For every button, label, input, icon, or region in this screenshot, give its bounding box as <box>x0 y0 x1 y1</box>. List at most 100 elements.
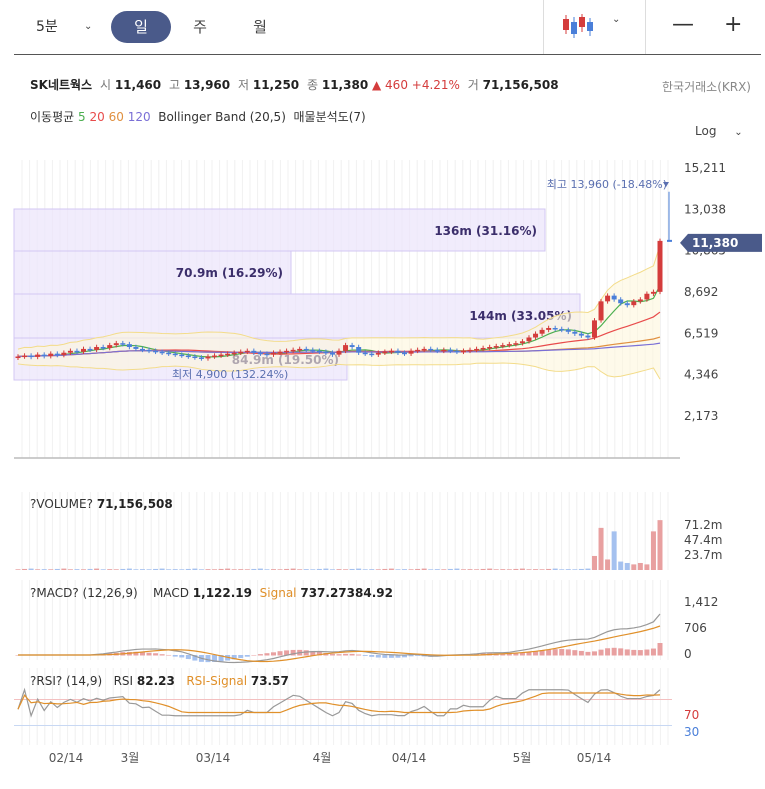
candle <box>113 343 119 346</box>
volume-bar <box>650 531 656 570</box>
volume-bar <box>48 569 54 570</box>
volume-bar <box>172 569 178 570</box>
volume-bar <box>61 568 67 570</box>
candle <box>310 349 316 352</box>
candle <box>402 352 408 355</box>
rsi-label: RSI <box>113 674 134 688</box>
volume-bar <box>415 568 421 570</box>
x-tick-label: 4월 <box>313 751 332 765</box>
tab-day[interactable]: 일 <box>111 11 171 43</box>
rsi-signal-value: 73.57 <box>250 674 289 688</box>
ma120-label: 120 <box>127 110 151 124</box>
volume-bar <box>565 569 571 570</box>
volume-bar <box>388 568 394 570</box>
candle <box>631 301 637 306</box>
macd-histogram-bar <box>637 650 643 656</box>
macd-histogram-bar <box>408 655 414 657</box>
volume-profile-label: 136m (31.16%) <box>434 224 537 238</box>
macd-title: ?MACD? (12,26,9) <box>30 586 138 600</box>
macd-histogram-bar <box>513 653 519 656</box>
volume-value: 71,156,508 <box>482 78 559 92</box>
candle <box>349 345 355 348</box>
volume-bar <box>212 569 218 570</box>
macd-histogram-bar <box>611 647 617 656</box>
macd-histogram-bar <box>107 653 113 656</box>
high-value: 13,960 <box>183 78 231 92</box>
tab-month[interactable]: 월 <box>253 18 267 36</box>
volume-profile-label: 144m (33.05%) <box>469 309 572 323</box>
tab-week[interactable]: 주 <box>193 18 207 36</box>
ma5-label: 5 <box>78 110 86 124</box>
open-label: 시 <box>99 78 111 92</box>
macd-histogram-bar <box>297 649 303 656</box>
volume-bar <box>493 569 499 570</box>
volume-bar <box>146 569 152 570</box>
macd-histogram-bar <box>179 655 185 658</box>
candle <box>618 299 624 304</box>
candle <box>408 350 414 354</box>
macd-panel-title: ?MACD? (12,26,9) MACD 1,122.19 Signal 73… <box>30 586 393 600</box>
candle <box>533 333 539 338</box>
macd-histogram-bar <box>290 649 296 656</box>
volume-bar <box>100 569 106 570</box>
volume-bar <box>94 568 100 570</box>
macd-histogram-bar <box>434 655 440 657</box>
candle <box>578 333 584 336</box>
volume-bar <box>343 569 349 570</box>
rsi-y-tick-30: 30 <box>684 725 699 739</box>
candle <box>500 345 506 347</box>
volume-bar <box>539 569 545 570</box>
macd-label: MACD <box>152 586 189 600</box>
divider <box>645 0 646 54</box>
macd-histogram-bar <box>87 655 93 656</box>
interval-dropdown[interactable]: 5분 ⌄ <box>36 12 106 42</box>
candle <box>382 351 388 354</box>
volume-bar <box>290 568 296 570</box>
scale-dropdown[interactable]: Log ⌄ <box>695 124 743 138</box>
candle <box>362 352 368 355</box>
volume-panel-title: ?VOLUME? 71,156,508 <box>30 497 173 511</box>
volume-bar <box>179 569 185 570</box>
candlestick-icon[interactable] <box>560 12 594 40</box>
volume-bar <box>329 569 335 570</box>
current-price-label: 11,380 <box>692 236 738 250</box>
zoom-in-button[interactable]: + <box>724 12 743 37</box>
volume-bar <box>421 568 427 570</box>
macd-histogram-bar <box>323 652 329 656</box>
volume-bar <box>631 564 637 570</box>
macd-histogram-bar <box>500 653 506 656</box>
volume-bar <box>113 569 119 570</box>
candle <box>48 353 54 357</box>
y-tick-label: 15,211 <box>684 161 726 175</box>
macd-histogram-bar <box>172 655 178 657</box>
volume-bar <box>185 568 191 570</box>
macd-histogram-bar <box>277 651 283 656</box>
macd-histogram-bar <box>493 653 499 656</box>
volume-bar <box>487 568 493 570</box>
volume-bar <box>133 569 139 570</box>
volume-bar <box>506 569 512 570</box>
candle <box>264 353 270 356</box>
volume-bar <box>408 569 414 570</box>
rsi-y-tick-70: 70 <box>684 708 699 722</box>
candle <box>146 349 152 352</box>
chart-type-chevron-icon[interactable]: ⌄ <box>612 14 621 25</box>
bollinger-upper <box>17 244 661 350</box>
ma60-line <box>17 336 661 358</box>
candle <box>126 344 132 348</box>
macd-histogram-bar <box>264 653 270 656</box>
macd-histogram-bar <box>244 655 250 657</box>
indicator-legend[interactable]: 이동평균 5 20 60 120 Bollinger Band (20,5) 매… <box>30 108 366 125</box>
candle <box>185 355 191 358</box>
macd-histogram-bar <box>225 655 231 661</box>
candle <box>323 351 329 354</box>
candle <box>644 293 650 300</box>
volume-bar <box>225 568 231 570</box>
volume-bar <box>264 569 270 570</box>
macd-histogram-bar <box>22 655 28 656</box>
macd-histogram-bar <box>559 648 565 656</box>
volume-bar <box>447 568 453 570</box>
macd-histogram-bar <box>166 654 172 656</box>
zoom-out-button[interactable]: — <box>672 12 694 37</box>
quote-summary: SK네트웍스 시 11,460 고 13,960 저 11,250 종 11,3… <box>30 76 559 93</box>
